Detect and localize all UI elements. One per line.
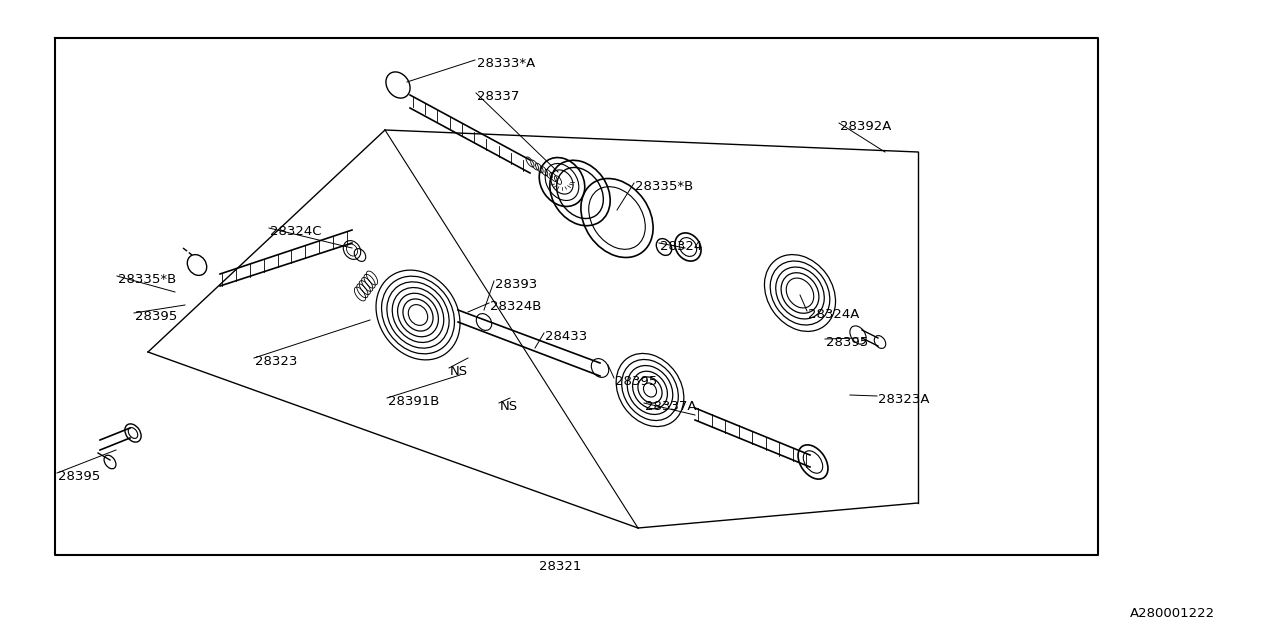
Text: 28337A: 28337A: [645, 400, 696, 413]
Text: 28337: 28337: [477, 90, 520, 103]
Text: 28323A: 28323A: [878, 393, 929, 406]
Text: 28324C: 28324C: [270, 225, 321, 238]
Text: 28324: 28324: [660, 240, 703, 253]
Ellipse shape: [408, 305, 428, 325]
Text: 28323: 28323: [255, 355, 297, 368]
Text: NS: NS: [451, 365, 468, 378]
Text: 28395: 28395: [614, 375, 657, 388]
Text: 28324B: 28324B: [490, 300, 541, 313]
Text: 28324A: 28324A: [808, 308, 859, 321]
Text: NS: NS: [500, 400, 518, 413]
Text: A280001222: A280001222: [1130, 607, 1215, 620]
Text: 28395: 28395: [134, 310, 177, 323]
Text: 28433: 28433: [545, 330, 588, 343]
Text: 28395: 28395: [58, 470, 100, 483]
Text: 28395: 28395: [826, 336, 868, 349]
Text: 28392A: 28392A: [840, 120, 891, 133]
Text: 28335*B: 28335*B: [118, 273, 177, 286]
Text: 28321: 28321: [539, 560, 581, 573]
Ellipse shape: [644, 383, 657, 397]
Text: 28335*B: 28335*B: [635, 180, 694, 193]
Ellipse shape: [786, 278, 814, 308]
Text: 28333*A: 28333*A: [477, 57, 535, 70]
Text: 28393: 28393: [495, 278, 538, 291]
Text: 28391B: 28391B: [388, 395, 439, 408]
